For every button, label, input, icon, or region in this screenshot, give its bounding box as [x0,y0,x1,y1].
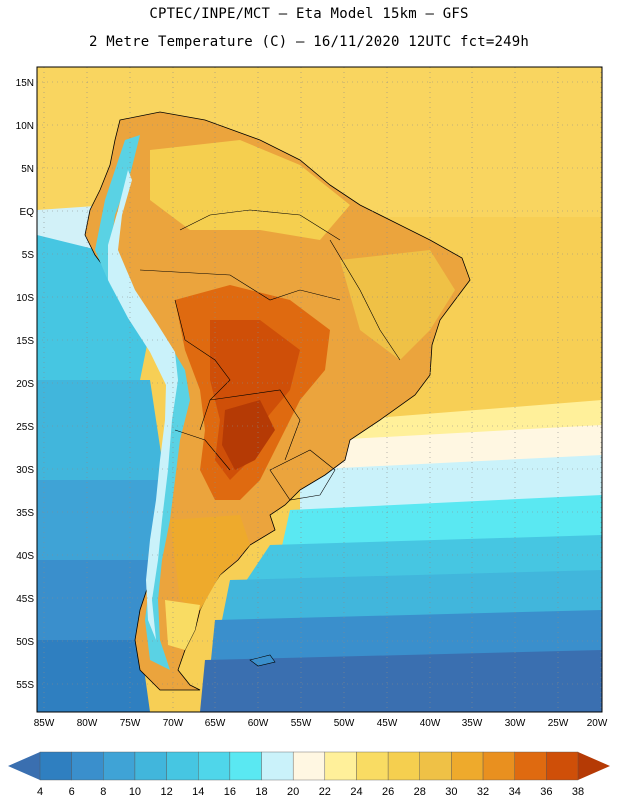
colorbar-swatch [387,751,420,781]
lat-label: 5N [21,164,34,175]
colorbar-swatch [356,751,389,781]
colorbar-arrow-left [8,752,40,780]
colorbar-label: 12 [160,786,172,798]
colorbar-swatch [198,751,231,781]
colorbar-label: 32 [477,786,489,798]
graticule [37,67,602,712]
colorbar-swatch [103,751,136,781]
latitude-labels: 15N 10N 5N EQ 5S 10S 15S 20S 25S 30S 35S… [16,78,35,691]
colorbar-swatch [229,751,262,781]
colorbar-swatch [324,751,357,781]
colorbar-swatch [261,751,294,781]
lon-label: 45W [377,718,398,729]
lat-label: 10S [16,293,34,304]
lon-label: 40W [420,718,441,729]
colorbar-label: 30 [445,786,457,798]
colorbar-swatch [71,751,104,781]
colorbar-swatch [166,751,199,781]
colorbar-label: 38 [572,786,584,798]
colorbar-swatch [451,751,484,781]
colorbar-label: 34 [509,786,521,798]
colorbar-label: 26 [382,786,394,798]
colorbar-label: 10 [129,786,141,798]
lon-label: 85W [34,718,55,729]
chart-title-line1: CPTEC/INPE/MCT – Eta Model 15km – GFS [149,6,469,22]
lon-label: 25W [548,718,569,729]
longitude-labels: 85W 80W 75W 70W 65W 60W 55W 50W 45W 40W … [34,718,608,729]
colorbar-label: 36 [540,786,552,798]
colorbar-label: 28 [414,786,426,798]
lat-label: 15S [16,336,34,347]
colorbar-label: 24 [350,786,362,798]
lat-label: 20S [16,379,34,390]
lat-label: 55S [16,680,34,691]
colorbar-label: 8 [100,786,106,798]
lat-label: 45S [16,594,34,605]
lat-label: 40S [16,551,34,562]
lon-label: 35W [462,718,483,729]
lon-label: 60W [248,718,269,729]
lat-label: 50S [16,637,34,648]
lon-label: 65W [205,718,226,729]
colorbar: 4 6 8 10 12 14 16 18 20 22 24 26 28 30 32 34 36 38 [8,751,610,798]
lat-label: 5S [22,250,35,261]
colorbar-label: 14 [192,786,204,798]
lat-label: EQ [20,207,35,218]
colorbar-swatch [134,751,167,781]
chart-title-line2: 2 Metre Temperature (C) – 16/11/2020 12U… [88,34,530,50]
colorbar-label: 22 [319,786,331,798]
colorbar-label: 20 [287,786,299,798]
lat-label: 25S [16,422,34,433]
colorbar-swatch [514,751,547,781]
colorbar-label: 4 [37,786,43,798]
colorbar-swatch [546,751,579,781]
colorbar-label: 18 [255,786,267,798]
map-field [37,67,602,712]
colorbar-swatch [292,751,326,781]
lon-label: 70W [163,718,184,729]
lon-label: 55W [291,718,312,729]
lon-label: 50W [334,718,355,729]
colorbar-label: 16 [224,786,236,798]
colorbar-arrow-right [578,752,610,780]
lat-label: 15N [16,78,34,89]
colorbar-swatch [419,751,452,781]
map-frame [36,66,603,713]
colorbar-swatch [39,751,72,781]
lon-label: 20W [587,718,608,729]
colorbar-swatch [482,751,515,781]
colorbar-label: 6 [69,786,75,798]
lon-label: 80W [77,718,98,729]
lat-label: 30S [16,465,34,476]
lon-label: 30W [505,718,526,729]
country-borders [139,209,401,501]
lon-label: 75W [120,718,141,729]
lat-label: 35S [16,508,34,519]
lat-label: 10N [16,121,34,132]
